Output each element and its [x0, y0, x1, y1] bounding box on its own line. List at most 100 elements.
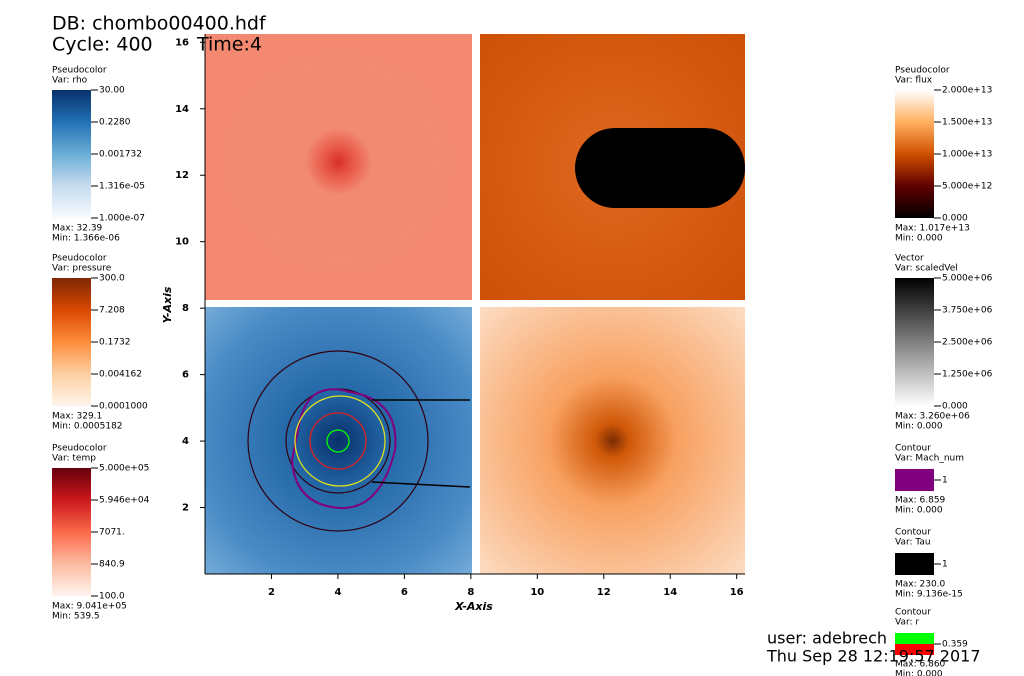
legend-min: Min: 1.366e-06 — [52, 234, 120, 244]
legend-var: Var: rho — [52, 76, 88, 86]
contour — [294, 395, 386, 487]
user: user: adebrech — [767, 629, 887, 648]
legend-max: Max: 329.1 — [52, 412, 102, 422]
legend-max: Max: 1.017e+13 — [895, 224, 970, 234]
y-tick-label: 2 — [182, 503, 189, 514]
legend-var: Var: Tau — [895, 538, 931, 548]
time: Time:4 — [196, 34, 262, 56]
colorbar-label: 5.946e+04 — [99, 496, 150, 506]
y-tick-label: 16 — [175, 37, 189, 48]
legend-max: Max: 230.0 — [895, 580, 946, 590]
colorbar — [52, 468, 91, 596]
colorbar-label: 30.00 — [99, 86, 125, 96]
colorbar-label: 0.000 — [942, 402, 968, 412]
colorbar-label: 0.0001000 — [99, 402, 148, 412]
x-tick-label: 2 — [268, 587, 275, 598]
contour-label: 1 — [942, 560, 948, 570]
colorbar — [895, 278, 934, 406]
contour — [326, 429, 350, 453]
colorbar-label: 7071. — [99, 528, 125, 538]
legend-var: Var: pressure — [52, 264, 112, 274]
legend-max: Max: 6.859 — [895, 496, 946, 506]
colorbar-label: 0.001732 — [99, 150, 142, 160]
quadrant-rho — [205, 34, 472, 300]
legend-min: Min: 0.000 — [895, 422, 943, 432]
colorbar — [52, 90, 91, 218]
db-name: DB: chombo00400.hdf — [52, 13, 267, 35]
x-tick-label: 8 — [467, 587, 474, 598]
y-tick-label: 10 — [175, 237, 189, 248]
legend-min: Min: 9.136e-15 — [895, 590, 963, 600]
colorbar-label: 1.316e-05 — [99, 182, 145, 192]
legend-var: Var: flux — [895, 76, 933, 86]
colorbar-label: 2.000e+13 — [942, 86, 992, 96]
legend-max: Max: 9.041e+05 — [52, 602, 127, 612]
colorbar — [52, 278, 91, 406]
y-tick-label: 14 — [175, 104, 189, 115]
contour-label: 1 — [942, 476, 948, 486]
colorbar-label: 840.9 — [99, 560, 125, 570]
contour — [371, 399, 471, 488]
legend-kind: Pseudocolor — [52, 254, 107, 264]
contour-swatch — [895, 469, 934, 491]
colorbar-label: 2.500e+06 — [942, 338, 993, 348]
y-axis-label: Y-Axis — [161, 286, 174, 323]
legend-max: Max: 6.860 — [895, 660, 946, 670]
contour-swatch — [895, 633, 934, 644]
colorbar-label: 5.000e+12 — [942, 182, 992, 192]
legend-min: Min: 0.000 — [895, 670, 943, 676]
x-tick-label: 10 — [530, 587, 544, 598]
y-tick-label: 8 — [182, 303, 189, 314]
legend-max: Max: 3.260e+06 — [895, 412, 970, 422]
colorbar-label: 1.000e-07 — [99, 214, 145, 224]
legend-kind: Vector — [895, 254, 924, 264]
legend-kind: Pseudocolor — [895, 66, 950, 76]
x-tick-label: 12 — [597, 587, 611, 598]
legend-min: Min: 539.5 — [52, 612, 100, 622]
quadrant-vel — [205, 307, 472, 574]
x-tick-label: 16 — [730, 587, 744, 598]
legend-kind: Contour — [895, 528, 931, 538]
date: Thu Sep 28 12:19:57 2017 — [766, 647, 981, 666]
contour-swatch — [895, 553, 934, 575]
colorbar-label: 3.750e+06 — [942, 306, 993, 316]
y-tick-label: 4 — [182, 436, 189, 447]
colorbar-label: 1.250e+06 — [942, 370, 993, 380]
colorbar-label: 0.2280 — [99, 118, 131, 128]
y-tick-label: 12 — [175, 170, 189, 181]
contour — [309, 412, 367, 470]
x-tick-label: 14 — [663, 587, 677, 598]
colorbar-label: 0.004162 — [99, 370, 142, 380]
colorbar-label: 1.500e+13 — [942, 118, 992, 128]
colorbar — [895, 90, 934, 218]
colorbar-label: 0.000 — [942, 214, 968, 224]
y-tick-label: 6 — [182, 370, 189, 381]
legend-kind: Pseudocolor — [52, 66, 107, 76]
legend-var: Var: Mach_num — [895, 454, 964, 464]
x-tick-label: 6 — [401, 587, 408, 598]
legend-max: Max: 32.39 — [52, 224, 103, 234]
contour — [247, 350, 429, 532]
colorbar-label: 1.000e+13 — [942, 150, 992, 160]
contour-label: 0.359 — [942, 640, 968, 650]
legend-kind: Pseudocolor — [52, 444, 107, 454]
legend-min: Min: 0.000 — [895, 234, 943, 244]
legend-kind: Contour — [895, 608, 931, 618]
plot-area — [205, 34, 745, 574]
colorbar-label: 7.208 — [99, 306, 125, 316]
cycle: Cycle: 400 — [52, 34, 153, 56]
colorbar-label: 300.0 — [99, 274, 125, 284]
legend-var: Var: scaledVel — [895, 264, 958, 274]
quadrant-pressure — [480, 307, 745, 574]
legend-kind: Contour — [895, 444, 931, 454]
flux-band — [575, 128, 745, 208]
colorbar-label: 5.000e+06 — [942, 274, 993, 284]
colorbar-label: 5.000e+05 — [99, 464, 149, 474]
contour — [290, 388, 397, 510]
legend-min: Min: 0.0005182 — [52, 422, 123, 432]
colorbar-label: 0.1732 — [99, 338, 131, 348]
colorbar-label: 100.0 — [99, 592, 125, 602]
contour-swatch — [895, 644, 934, 655]
